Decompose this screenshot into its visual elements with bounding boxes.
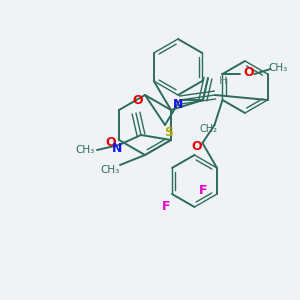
Text: CH₃: CH₃ [269, 63, 288, 73]
Text: H: H [219, 76, 227, 86]
Text: CH₃: CH₃ [100, 165, 120, 175]
Text: O: O [133, 94, 143, 107]
Text: O: O [191, 140, 202, 154]
Text: F: F [199, 184, 207, 196]
Text: CH₃: CH₃ [75, 145, 94, 155]
Text: O: O [243, 65, 254, 79]
Text: CH₂: CH₂ [200, 124, 217, 134]
Text: O: O [106, 136, 116, 149]
Text: N: N [112, 142, 122, 154]
Text: N: N [173, 98, 183, 112]
Text: F: F [162, 200, 170, 212]
Text: S: S [164, 127, 173, 140]
